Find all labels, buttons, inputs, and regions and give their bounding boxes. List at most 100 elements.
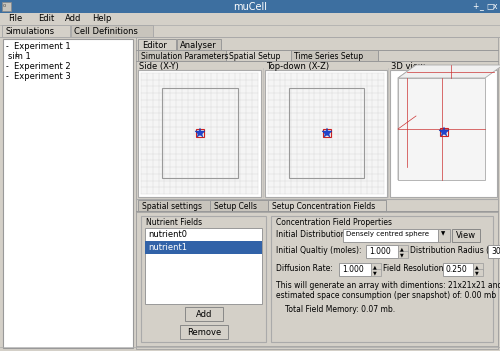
Bar bbox=[268, 73, 384, 194]
Bar bbox=[226, 50, 291, 61]
Text: ▼: ▼ bbox=[373, 270, 377, 275]
Bar bbox=[265, 70, 387, 197]
Text: Experiment 3: Experiment 3 bbox=[14, 72, 71, 81]
Bar bbox=[141, 216, 266, 342]
Bar bbox=[3, 39, 133, 348]
Text: ▼: ▼ bbox=[441, 231, 446, 236]
Polygon shape bbox=[398, 78, 485, 180]
Text: Time Series Setup: Time Series Setup bbox=[294, 52, 363, 61]
Text: Simulation Parameters: Simulation Parameters bbox=[141, 52, 229, 61]
Bar bbox=[443, 263, 473, 276]
Bar bbox=[2, 2, 11, 11]
Text: nutrient1: nutrient1 bbox=[148, 243, 187, 252]
Text: └: └ bbox=[14, 52, 18, 61]
Text: sim 1: sim 1 bbox=[8, 52, 31, 61]
Text: Nutrient Fields: Nutrient Fields bbox=[146, 218, 202, 227]
Bar bbox=[0, 0, 500, 13]
Bar bbox=[473, 263, 483, 270]
Text: □: □ bbox=[486, 2, 493, 11]
Bar bbox=[322, 129, 330, 137]
Bar bbox=[452, 229, 480, 242]
Text: Help: Help bbox=[92, 14, 112, 23]
Bar bbox=[180, 325, 228, 339]
Text: Total Field Memory: 0.07 mb.: Total Field Memory: 0.07 mb. bbox=[285, 305, 395, 314]
Bar bbox=[371, 269, 381, 276]
Bar bbox=[196, 129, 204, 137]
Bar bbox=[271, 216, 493, 342]
Bar bbox=[136, 212, 498, 346]
Bar bbox=[136, 37, 498, 349]
Bar bbox=[371, 263, 381, 270]
Bar bbox=[141, 73, 258, 194]
Polygon shape bbox=[398, 65, 416, 180]
Text: muCell: muCell bbox=[233, 2, 267, 12]
Text: Add: Add bbox=[65, 14, 82, 23]
Bar bbox=[185, 307, 223, 321]
Text: Diffusion Rate:: Diffusion Rate: bbox=[276, 264, 333, 273]
Text: Add: Add bbox=[196, 310, 212, 319]
Text: ▼: ▼ bbox=[400, 252, 404, 257]
Bar bbox=[0, 13, 500, 25]
Text: estimated space consumption (per snapshot) of: 0.00 mb: estimated space consumption (per snapsho… bbox=[276, 291, 496, 300]
Bar bbox=[138, 200, 210, 211]
Text: _: _ bbox=[479, 2, 483, 11]
Text: 1.000: 1.000 bbox=[369, 247, 391, 256]
Text: -: - bbox=[6, 72, 9, 81]
Text: Editor: Editor bbox=[142, 41, 167, 50]
Text: Spatial settings: Spatial settings bbox=[142, 202, 202, 211]
Bar bbox=[398, 251, 408, 258]
Bar bbox=[177, 39, 221, 50]
Text: Distribution Radius (mm): Distribution Radius (mm) bbox=[410, 246, 500, 255]
Bar bbox=[268, 200, 386, 211]
Bar bbox=[71, 25, 153, 37]
Bar bbox=[366, 245, 398, 258]
Bar bbox=[210, 200, 268, 211]
Ellipse shape bbox=[398, 101, 478, 171]
Text: 0.250: 0.250 bbox=[446, 265, 468, 274]
Text: +: + bbox=[472, 2, 478, 11]
Ellipse shape bbox=[414, 116, 462, 156]
Text: Cell Definitions: Cell Definitions bbox=[74, 27, 138, 36]
Text: Side (X-Y): Side (X-Y) bbox=[139, 62, 179, 71]
Text: Setup Cells: Setup Cells bbox=[214, 202, 257, 211]
Text: ▲: ▲ bbox=[373, 264, 377, 269]
Bar bbox=[291, 50, 378, 61]
Bar bbox=[138, 39, 176, 50]
Bar bbox=[138, 50, 226, 61]
Text: Remove: Remove bbox=[187, 328, 221, 337]
Bar bbox=[138, 70, 261, 197]
Bar bbox=[343, 229, 438, 242]
Text: Simulations: Simulations bbox=[5, 27, 54, 36]
Text: -: - bbox=[6, 62, 9, 71]
Text: Spatial Setup: Spatial Setup bbox=[229, 52, 280, 61]
Bar bbox=[438, 229, 450, 242]
Text: Experiment 1: Experiment 1 bbox=[14, 42, 70, 51]
Bar bbox=[145, 228, 262, 304]
Text: Setup Concentration Fields: Setup Concentration Fields bbox=[272, 202, 375, 211]
Text: Concentration Field Properties: Concentration Field Properties bbox=[276, 218, 392, 227]
Bar bbox=[390, 70, 497, 197]
Text: Analyser: Analyser bbox=[180, 41, 217, 50]
Text: x: x bbox=[493, 2, 498, 11]
Text: Densely centred sphere: Densely centred sphere bbox=[346, 231, 429, 237]
Bar bbox=[289, 87, 364, 178]
Bar bbox=[398, 245, 408, 252]
Text: Initial Distribution:: Initial Distribution: bbox=[276, 230, 348, 239]
Bar bbox=[488, 245, 500, 258]
Bar bbox=[440, 128, 448, 136]
Bar bbox=[0, 347, 500, 351]
Bar bbox=[2, 25, 70, 37]
Bar bbox=[162, 87, 238, 178]
Ellipse shape bbox=[430, 125, 451, 143]
Bar bbox=[473, 269, 483, 276]
Text: Initial Qualtiy (moles):: Initial Qualtiy (moles): bbox=[276, 246, 362, 255]
Polygon shape bbox=[398, 65, 500, 78]
Text: Field Resolution:: Field Resolution: bbox=[383, 264, 446, 273]
Text: File: File bbox=[8, 14, 22, 23]
Text: o: o bbox=[3, 3, 6, 8]
Text: This will generate an array with dimentions: 21x21x21 and: This will generate an array with dimenti… bbox=[276, 281, 500, 290]
Text: ▲: ▲ bbox=[400, 246, 404, 251]
Text: View: View bbox=[456, 231, 476, 240]
Text: nutrient0: nutrient0 bbox=[148, 230, 187, 239]
Text: 3D view: 3D view bbox=[391, 62, 425, 71]
